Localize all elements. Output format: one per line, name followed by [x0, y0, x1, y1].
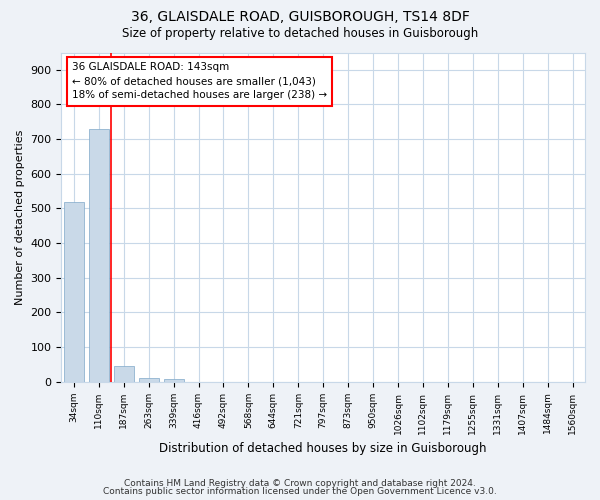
Text: Size of property relative to detached houses in Guisborough: Size of property relative to detached ho…	[122, 28, 478, 40]
Bar	[164, 379, 184, 382]
Bar	[64, 202, 84, 382]
Bar	[139, 378, 158, 382]
X-axis label: Distribution of detached houses by size in Guisborough: Distribution of detached houses by size …	[160, 442, 487, 455]
Text: Contains HM Land Registry data © Crown copyright and database right 2024.: Contains HM Land Registry data © Crown c…	[124, 478, 476, 488]
Text: Contains public sector information licensed under the Open Government Licence v3: Contains public sector information licen…	[103, 487, 497, 496]
Bar	[89, 129, 109, 382]
Y-axis label: Number of detached properties: Number of detached properties	[15, 130, 25, 305]
Text: 36, GLAISDALE ROAD, GUISBOROUGH, TS14 8DF: 36, GLAISDALE ROAD, GUISBOROUGH, TS14 8D…	[131, 10, 469, 24]
Bar	[114, 366, 134, 382]
Text: 36 GLAISDALE ROAD: 143sqm
← 80% of detached houses are smaller (1,043)
18% of se: 36 GLAISDALE ROAD: 143sqm ← 80% of detac…	[72, 62, 327, 100]
